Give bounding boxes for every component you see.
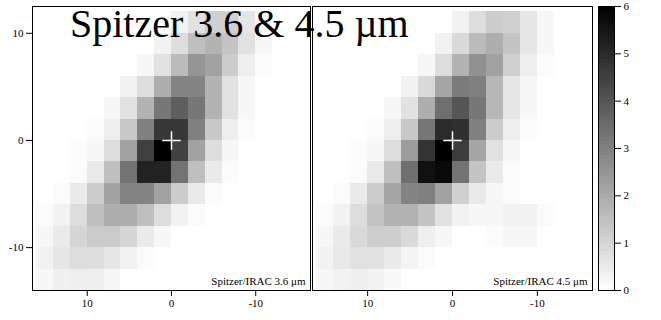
- svg-text:3: 3: [624, 142, 630, 154]
- svg-text:0: 0: [169, 297, 175, 309]
- svg-text:2: 2: [624, 189, 630, 201]
- svg-text:Spitzer/IRAC 4.5 μm: Spitzer/IRAC 4.5 μm: [493, 275, 588, 287]
- svg-text:-10: -10: [9, 241, 24, 253]
- svg-text:0: 0: [624, 284, 630, 296]
- svg-text:0: 0: [450, 297, 456, 309]
- svg-text:Spitzer/IRAC 3.6 μm: Spitzer/IRAC 3.6 μm: [211, 275, 306, 287]
- svg-text:5: 5: [624, 47, 630, 59]
- svg-text:-10: -10: [248, 297, 263, 309]
- svg-text:10: 10: [82, 297, 94, 309]
- svg-text:0: 0: [18, 134, 24, 146]
- svg-text:1: 1: [624, 237, 630, 249]
- svg-text:4: 4: [624, 95, 630, 107]
- svg-text:10: 10: [13, 27, 25, 39]
- svg-text:10: 10: [362, 297, 374, 309]
- svg-text:6: 6: [624, 0, 630, 12]
- svg-text:-10: -10: [530, 297, 545, 309]
- html-text:Spitzer 3.6 & 4.5 µm: Spitzer 3.6 & 4.5 µm: [70, 1, 409, 46]
